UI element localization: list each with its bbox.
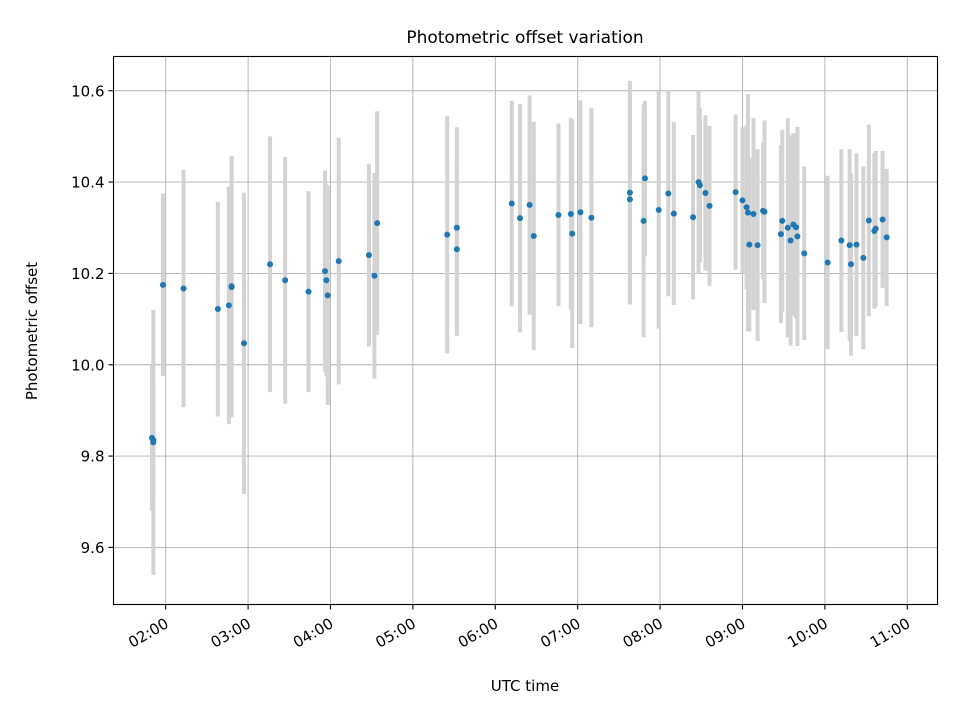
grid-lines [113,56,938,605]
y-tick-label: 9.8 [81,448,105,466]
data-point [750,211,757,218]
data-point [702,190,709,197]
data-point [180,285,187,292]
data-point [743,204,750,211]
data-point [665,190,672,197]
data-point [732,189,739,196]
data-point [214,306,221,313]
data-point [335,258,342,265]
data-point [787,237,794,244]
data-point [838,237,845,244]
data-point [793,224,800,231]
data-point [365,252,372,259]
x-axis-label: UTC time [491,677,559,695]
data-point [746,241,753,248]
data-point [228,283,235,290]
data-point [641,175,648,182]
data-point [846,242,853,249]
data-point [588,214,595,221]
data-point [794,233,801,240]
data-point [577,209,584,216]
data-point [824,259,831,266]
data-point [225,302,232,309]
data-point [267,261,274,268]
data-point [761,208,768,215]
data-point [240,340,247,347]
y-tick-label: 9.6 [81,539,105,557]
data-point [374,220,381,227]
data-point [655,206,662,213]
data-point [305,288,312,295]
y-tick-label: 10.2 [71,265,104,283]
data-point [739,197,746,204]
y-axis-ticks: 9.6 9.8 10.0 10.2 10.4 10.6 [71,82,114,557]
data-point [626,196,633,203]
data-point [453,224,460,231]
data-point [324,292,331,299]
data-points [148,175,890,446]
data-point [865,217,872,224]
data-point [150,439,157,446]
data-point [530,232,537,239]
data-point [640,217,647,224]
data-point [690,214,697,221]
plot-frame [112,55,939,606]
data-point [321,268,328,275]
y-tick-label: 10.0 [71,356,104,374]
data-point [626,189,633,196]
data-point [779,217,786,224]
data-point [444,231,451,238]
data-point [526,201,533,208]
data-point [567,211,574,218]
data-point [371,272,378,279]
data-point [879,216,886,223]
data-point [555,211,562,218]
data-point [670,210,677,217]
chart-title: Photometric offset variation [406,28,643,48]
data-point [159,281,166,288]
data-point [801,250,808,257]
data-point [323,277,330,284]
data-point [744,209,751,216]
data-point [517,215,524,222]
data-point [872,225,879,232]
y-tick-label: 10.4 [71,174,104,192]
data-point [847,261,854,268]
data-point [777,231,784,238]
data-point [508,200,515,207]
data-point [883,234,890,241]
data-point [860,254,867,261]
data-point [569,230,576,237]
data-point [282,277,289,284]
data-point [696,182,703,189]
data-point [784,224,791,231]
y-axis-label: Photometric offset [23,262,41,400]
data-point [754,242,761,249]
data-point [706,202,713,209]
y-tick-label: 10.6 [71,82,104,100]
data-point [453,246,460,253]
data-point [853,241,860,248]
